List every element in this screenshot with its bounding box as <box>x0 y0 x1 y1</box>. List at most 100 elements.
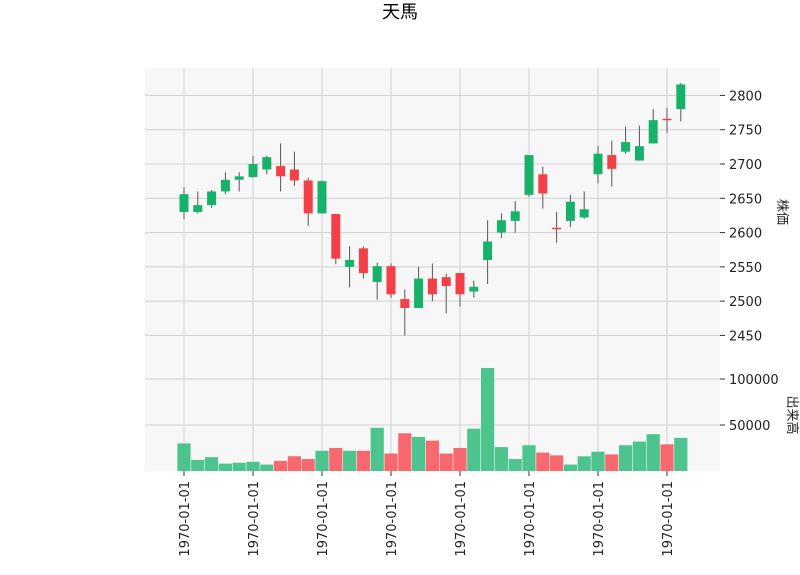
price-tick-label: 2450 <box>729 329 762 344</box>
candle-body <box>593 153 603 175</box>
volume-bar <box>287 456 301 471</box>
candle-body <box>193 205 203 212</box>
volume-bar <box>246 461 260 471</box>
volume-bar <box>439 453 453 471</box>
volume-axis-label: 出来高 <box>784 395 800 434</box>
candle-body <box>621 142 631 152</box>
candle-body <box>648 120 658 144</box>
candles <box>179 83 686 336</box>
volume-bar <box>605 454 619 471</box>
volume-bar <box>370 427 384 471</box>
volume-bar <box>619 445 633 471</box>
volume-bar <box>218 463 232 471</box>
volume-bar <box>632 441 646 471</box>
volume-bar <box>577 456 591 471</box>
candle-body <box>179 194 189 212</box>
candle-body <box>234 176 244 180</box>
candle-body <box>565 201 575 221</box>
x-tick-label: 1970-01-01 <box>385 481 400 557</box>
candle-body <box>276 166 286 177</box>
x-tick-label: 1970-01-01 <box>523 481 538 557</box>
price-panel <box>145 68 720 356</box>
x-tick-label: 1970-01-01 <box>454 481 469 557</box>
volume-bar <box>563 464 577 471</box>
volume-bar <box>356 450 370 471</box>
volume-bar <box>536 452 550 471</box>
candle-body <box>386 266 396 295</box>
candle-body <box>579 209 589 218</box>
candle-body <box>469 286 479 292</box>
candle-body <box>262 157 272 170</box>
volume-bar <box>646 434 660 471</box>
candle-body <box>400 299 410 308</box>
volume-bar <box>412 436 426 471</box>
volume-bar <box>260 464 274 471</box>
price-tick-label: 2800 <box>729 89 762 104</box>
volume-tick-label: 100000 <box>729 373 779 388</box>
candle-body <box>220 179 230 192</box>
candle-body <box>303 180 313 214</box>
x-tick-label: 1970-01-01 <box>178 481 193 557</box>
price-tick-label: 2650 <box>729 192 762 207</box>
volume-bar <box>425 440 439 471</box>
volume-bar <box>481 367 495 471</box>
volume-bar <box>301 459 315 471</box>
volume-bar <box>177 443 191 471</box>
x-tick-label: 1970-01-01 <box>247 481 262 557</box>
candle-body <box>455 273 465 295</box>
candle-body <box>510 211 520 221</box>
price-tick-label: 2550 <box>729 261 762 276</box>
volume-bar <box>508 459 522 471</box>
candle-body <box>496 220 506 233</box>
candle-body <box>207 191 217 206</box>
candle-body <box>372 266 382 282</box>
volume-tick-label: 50000 <box>729 419 770 434</box>
candle-body <box>345 260 355 267</box>
candle-body <box>289 169 299 181</box>
volume-bar <box>274 460 288 471</box>
candle-body <box>427 278 437 295</box>
candle-body <box>552 227 562 230</box>
candle-body <box>634 146 644 161</box>
x-tick-label: 1970-01-01 <box>661 481 676 557</box>
volume-bar <box>384 453 398 471</box>
candle-body <box>358 248 368 274</box>
volume-bar <box>191 459 205 471</box>
volume-bar <box>453 448 467 471</box>
volume-bar <box>494 447 508 471</box>
candle-body <box>662 118 672 121</box>
price-tick-label: 2500 <box>729 295 762 310</box>
candle-body <box>248 164 258 178</box>
candle-body <box>607 155 617 169</box>
x-tick-label: 1970-01-01 <box>592 481 607 557</box>
price-tick-label: 2700 <box>729 158 762 173</box>
chart-title: 天馬 <box>382 2 418 23</box>
candle-body <box>524 155 534 195</box>
candle-body <box>317 181 327 214</box>
volume-bar <box>205 457 219 471</box>
candle-body <box>441 277 451 287</box>
candle-body <box>331 214 341 259</box>
volume-bar <box>660 444 674 471</box>
volume-bar <box>329 448 343 471</box>
volume-bar <box>467 428 481 471</box>
volume-bar <box>522 445 536 471</box>
x-tick-label: 1970-01-01 <box>316 481 331 557</box>
candle-body <box>414 278 424 308</box>
volume-bar <box>674 437 688 471</box>
price-axis-label: 株価 <box>774 199 789 225</box>
price-tick-label: 2600 <box>729 227 762 242</box>
candle-body <box>483 241 493 260</box>
volume-bar <box>550 455 564 471</box>
volume-bars <box>177 367 688 471</box>
volume-bar <box>232 462 246 471</box>
candle-body <box>676 84 686 110</box>
volume-bar <box>315 450 329 471</box>
volume-bar <box>398 433 412 471</box>
volume-bar <box>591 451 605 471</box>
candle-body <box>538 174 548 194</box>
volume-bar <box>343 450 357 471</box>
axis-ticks: 2450 2500 2550 2600 2650 2700 2750 2800 50000 100… <box>178 89 779 556</box>
price-tick-label: 2750 <box>729 124 762 139</box>
